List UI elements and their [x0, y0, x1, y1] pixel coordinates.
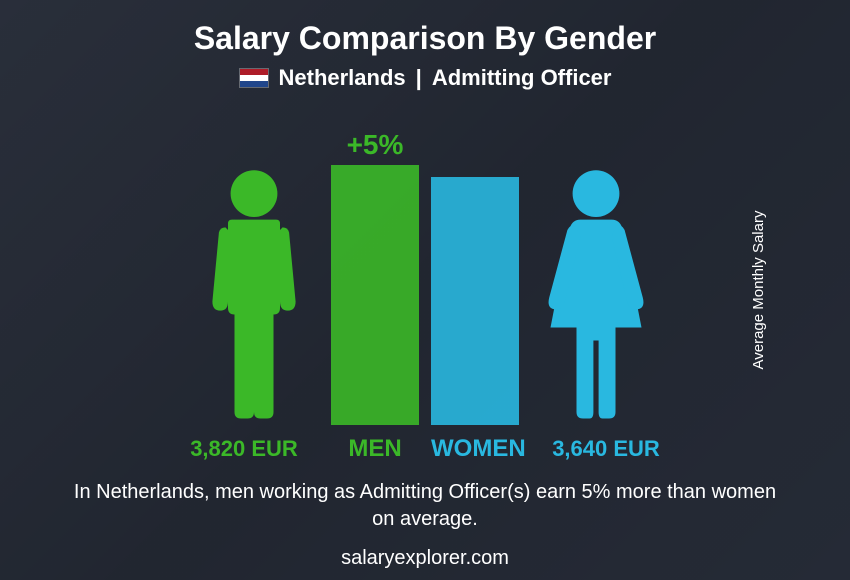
men-bar: [331, 165, 419, 425]
men-bar-group: +5%: [331, 165, 419, 425]
bottom-labels-row: 3,820 EUR MEN WOMEN 3,640 EUR: [40, 435, 810, 463]
footer-source: salaryexplorer.com: [341, 547, 509, 570]
men-figure-group: [189, 165, 319, 425]
country-label: Netherlands: [279, 65, 406, 91]
women-bar: [431, 177, 519, 425]
man-icon: [189, 165, 319, 425]
job-title-label: Admitting Officer: [432, 65, 612, 91]
women-label: WOMEN: [431, 435, 519, 463]
infographic-container: Salary Comparison By Gender Netherlands …: [0, 0, 850, 580]
subtitle-row: Netherlands | Admitting Officer: [239, 65, 612, 91]
chart-area: +5%: [40, 111, 810, 425]
women-figure-group: [531, 165, 661, 425]
y-axis-label: Average Monthly Salary: [750, 211, 767, 370]
flag-stripe-blue: [240, 81, 268, 87]
woman-icon: [531, 165, 661, 425]
women-salary: 3,640 EUR: [531, 436, 681, 462]
description-text: In Netherlands, men working as Admitting…: [65, 479, 785, 533]
men-label: MEN: [331, 435, 419, 463]
separator: |: [416, 65, 422, 91]
men-salary: 3,820 EUR: [169, 436, 319, 462]
percentage-difference: +5%: [331, 129, 419, 161]
page-title: Salary Comparison By Gender: [194, 20, 656, 57]
netherlands-flag-icon: [239, 68, 269, 88]
women-bar-group: [431, 177, 519, 425]
